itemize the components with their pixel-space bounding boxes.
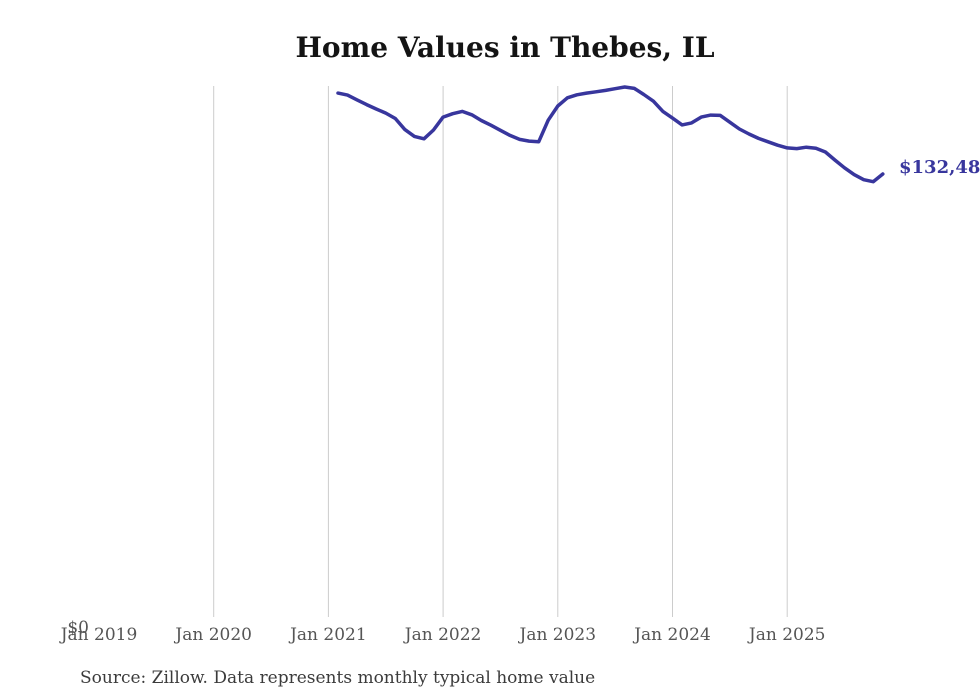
x-tick-label: Jan 2021 <box>288 625 367 645</box>
x-tick-label: Jan 2020 <box>173 625 252 645</box>
x-tick-label: Jan 2024 <box>632 625 711 645</box>
chart-title: Home Values in Thebes, IL <box>295 31 714 64</box>
x-tick-label: Jan 2019 <box>59 625 138 645</box>
x-axis-tick-labels: Jan 2019 Jan 2020 Jan 2021 Jan 2022 Jan 2023… <box>59 625 826 645</box>
x-tick-label: Jan 2022 <box>403 625 482 645</box>
home-value-line <box>336 85 885 184</box>
x-tick-label: Jan 2025 <box>747 625 826 645</box>
x-tick-label: Jan 2023 <box>518 625 597 645</box>
source-note: Source: Zillow. Data represents monthly … <box>80 668 595 688</box>
y-axis-zero-label: $0 <box>67 618 89 638</box>
latest-value-label: $132,481 <box>899 157 980 178</box>
year-gridlines <box>213 86 788 617</box>
